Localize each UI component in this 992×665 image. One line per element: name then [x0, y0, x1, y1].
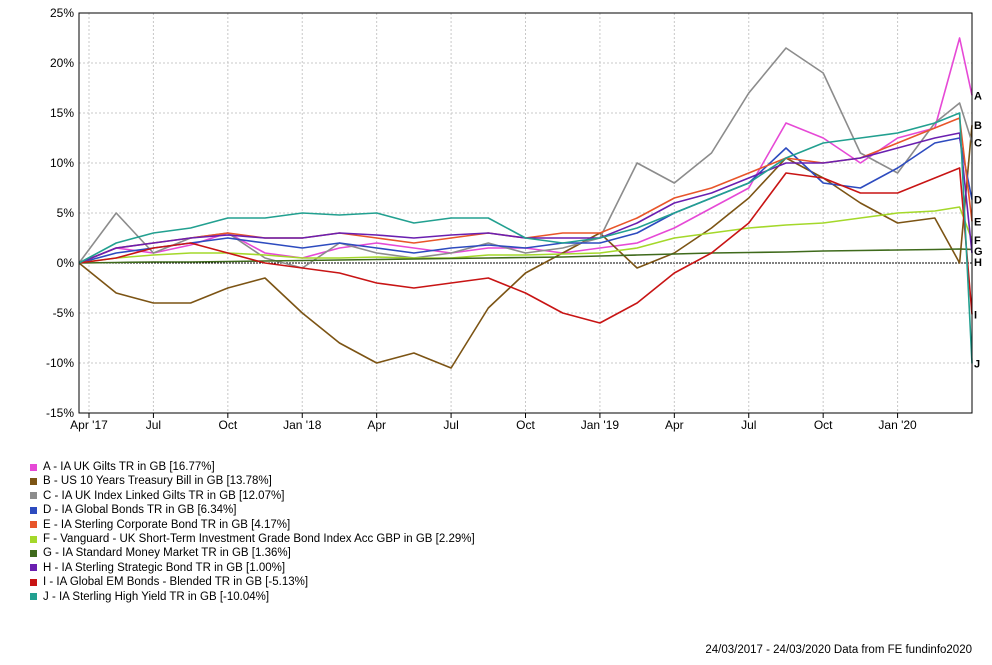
legend-label: G - IA Standard Money Market TR in GB [1…	[43, 547, 291, 560]
legend-label: A - IA UK Gilts TR in GB [16.77%]	[43, 461, 215, 473]
y-axis: -15% -10% -5% 0% 5% 10% 15% 20% 25%	[46, 6, 74, 420]
legend: A - IA UK Gilts TR in GB [16.77%] B - US …	[30, 460, 475, 604]
y-tick-label: 10%	[50, 156, 74, 170]
end-label-f: F	[974, 235, 981, 247]
y-tick-label: -15%	[46, 406, 74, 420]
legend-swatch	[30, 506, 37, 514]
x-tick-label: Jan '19	[581, 418, 620, 432]
x-tick-label: Jan '20	[878, 418, 917, 432]
x-tick-label: Oct	[218, 418, 237, 432]
x-tick-label: Jan '18	[283, 418, 322, 432]
y-tick-label: 5%	[57, 206, 75, 220]
end-label-j: J	[974, 358, 980, 370]
x-tick-label: Apr	[665, 418, 684, 432]
legend-label: F - Vanguard - UK Short-Term Investment …	[43, 532, 475, 545]
end-label-h: H	[974, 257, 982, 269]
end-label-c: C	[974, 137, 982, 149]
legend-swatch	[30, 492, 37, 500]
legend-swatch	[30, 463, 37, 471]
end-label-d: D	[974, 195, 982, 207]
end-label-b: B	[974, 120, 982, 132]
end-label-i: I	[974, 309, 977, 321]
footer-source: 24/03/2017 - 24/03/2020 Data from FE fun…	[705, 644, 972, 656]
legend-item: D - IA Global Bonds TR in GB [6.34%]	[30, 503, 475, 517]
series-lines	[78, 37, 973, 369]
series-line-d	[78, 137, 973, 264]
y-tick-label: 15%	[50, 106, 74, 120]
series-line-f	[78, 206, 973, 264]
end-label-g: G	[974, 246, 983, 258]
legend-label: H - IA Sterling Strategic Bond TR in GB …	[43, 561, 286, 574]
end-label-e: E	[974, 216, 981, 228]
y-tick-label: -5%	[53, 306, 75, 320]
legend-swatch	[30, 521, 37, 529]
grid-lines	[79, 12, 972, 414]
legend-item: I - IA Global EM Bonds - Blended TR in G…	[30, 575, 475, 589]
chart-svg: -15% -10% -5% 0% 5% 10% 15% 20% 25% Apr '17 Jul Oc…	[46, 6, 983, 432]
x-tick-label: Oct	[814, 418, 833, 432]
legend-label: B - US 10 Years Treasury Bill in GB [13.…	[43, 475, 272, 488]
x-tick-label: Apr	[367, 418, 386, 432]
x-tick-label: Jul	[146, 418, 161, 432]
legend-item: E - IA Sterling Corporate Bond TR in GB …	[30, 518, 475, 532]
legend-label: J - IA Sterling High Yield TR in GB [-10…	[43, 590, 270, 603]
series-line-g	[78, 248, 973, 264]
legend-swatch	[30, 578, 37, 586]
legend-item: A - IA UK Gilts TR in GB [16.77%]	[30, 460, 475, 474]
legend-label: I - IA Global EM Bonds - Blended TR in G…	[43, 576, 309, 589]
y-tick-label: 20%	[50, 56, 74, 70]
y-tick-label: 25%	[50, 6, 74, 20]
y-tick-label: 0%	[57, 256, 75, 270]
legend-label: C - IA UK Index Linked Gilts TR in GB [1…	[43, 489, 285, 502]
legend-item: F - Vanguard - UK Short-Term Investment …	[30, 532, 475, 546]
legend-item: C - IA UK Index Linked Gilts TR in GB [1…	[30, 489, 475, 503]
x-tick-label: Jul	[741, 418, 756, 432]
legend-swatch	[30, 564, 37, 572]
legend-swatch	[30, 478, 37, 486]
legend-label: E - IA Sterling Corporate Bond TR in GB …	[43, 518, 291, 531]
legend-swatch	[30, 593, 37, 601]
y-tick-label: -10%	[46, 356, 74, 370]
legend-swatch	[30, 535, 37, 543]
x-axis: Apr '17 Jul Oct Jan '18 Apr Jul Oct Jan '19 Apr J…	[70, 413, 917, 432]
series-line-i	[78, 167, 973, 324]
x-tick-label: Oct	[516, 418, 535, 432]
legend-label: D - IA Global Bonds TR in GB [6.34%]	[43, 504, 237, 517]
series-line-b	[78, 125, 973, 369]
x-tick-label: Jul	[443, 418, 458, 432]
legend-item: J - IA Sterling High Yield TR in GB [-10…	[30, 590, 475, 604]
x-tick-label: Apr '17	[70, 418, 108, 432]
series-line-c	[78, 47, 973, 269]
legend-item: H - IA Sterling Strategic Bond TR in GB …	[30, 561, 475, 575]
end-label-a: A	[974, 90, 982, 102]
legend-swatch	[30, 550, 37, 558]
series-line-j	[78, 112, 973, 364]
legend-item: B - US 10 Years Treasury Bill in GB [13.…	[30, 474, 475, 488]
legend-item: G - IA Standard Money Market TR in GB [1…	[30, 546, 475, 560]
series-line-h	[78, 132, 973, 264]
